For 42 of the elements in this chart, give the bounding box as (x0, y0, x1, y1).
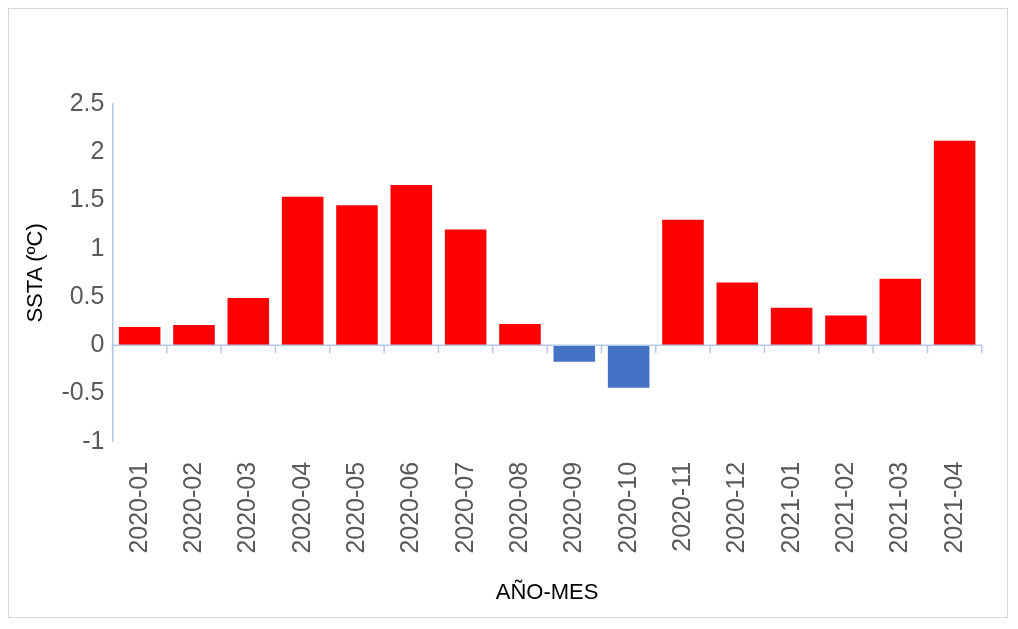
y-tick-label: 2.5 (69, 87, 105, 116)
y-tick-label: -0.5 (61, 377, 105, 406)
bar (173, 325, 215, 346)
bar (770, 307, 813, 346)
bar (825, 315, 867, 346)
x-tick-label: 2020-07 (449, 461, 478, 554)
x-tick-label: 2020-08 (503, 461, 532, 554)
x-tick-label: 2020-05 (340, 461, 369, 554)
x-tick-label: 2020-10 (612, 461, 641, 554)
x-axis-title: AÑO-MES (495, 578, 599, 604)
y-tick-label: 0.5 (69, 280, 105, 309)
y-tick-label: 0 (90, 329, 105, 358)
bar (336, 205, 378, 346)
bar (444, 229, 487, 346)
y-tick-label: 1 (90, 232, 105, 261)
bar (227, 298, 270, 346)
y-tick-label: 1.5 (69, 184, 105, 213)
bar (716, 282, 759, 346)
x-tick-label: 2020-12 (721, 461, 750, 554)
bar (499, 324, 541, 346)
x-tick-label: 2021-02 (829, 461, 858, 554)
y-tick-label: 2 (90, 136, 105, 165)
y-axis-title: SSTA (ºC) (22, 223, 48, 323)
x-tick-label: 2020-06 (395, 461, 424, 554)
x-tick-label: 2020-02 (177, 461, 206, 554)
bar (390, 185, 433, 346)
x-tick-label: 2020-04 (286, 461, 315, 554)
bar (933, 140, 976, 346)
bar (118, 326, 161, 346)
bar (553, 345, 596, 362)
x-tick-label: 2021-04 (938, 461, 967, 554)
x-tick-label: 2021-01 (775, 461, 804, 554)
bar (879, 278, 922, 346)
x-tick-label: 2020-09 (558, 461, 587, 554)
y-tick-label: -1 (82, 425, 105, 454)
x-tick-label: 2020-01 (123, 461, 152, 554)
x-tick-label: 2020-11 (666, 461, 695, 552)
bar (662, 219, 704, 346)
bar (281, 196, 324, 346)
x-tick-label: 2021-03 (884, 461, 913, 554)
x-tick-label: 2020-03 (232, 461, 261, 554)
bar (607, 345, 650, 388)
